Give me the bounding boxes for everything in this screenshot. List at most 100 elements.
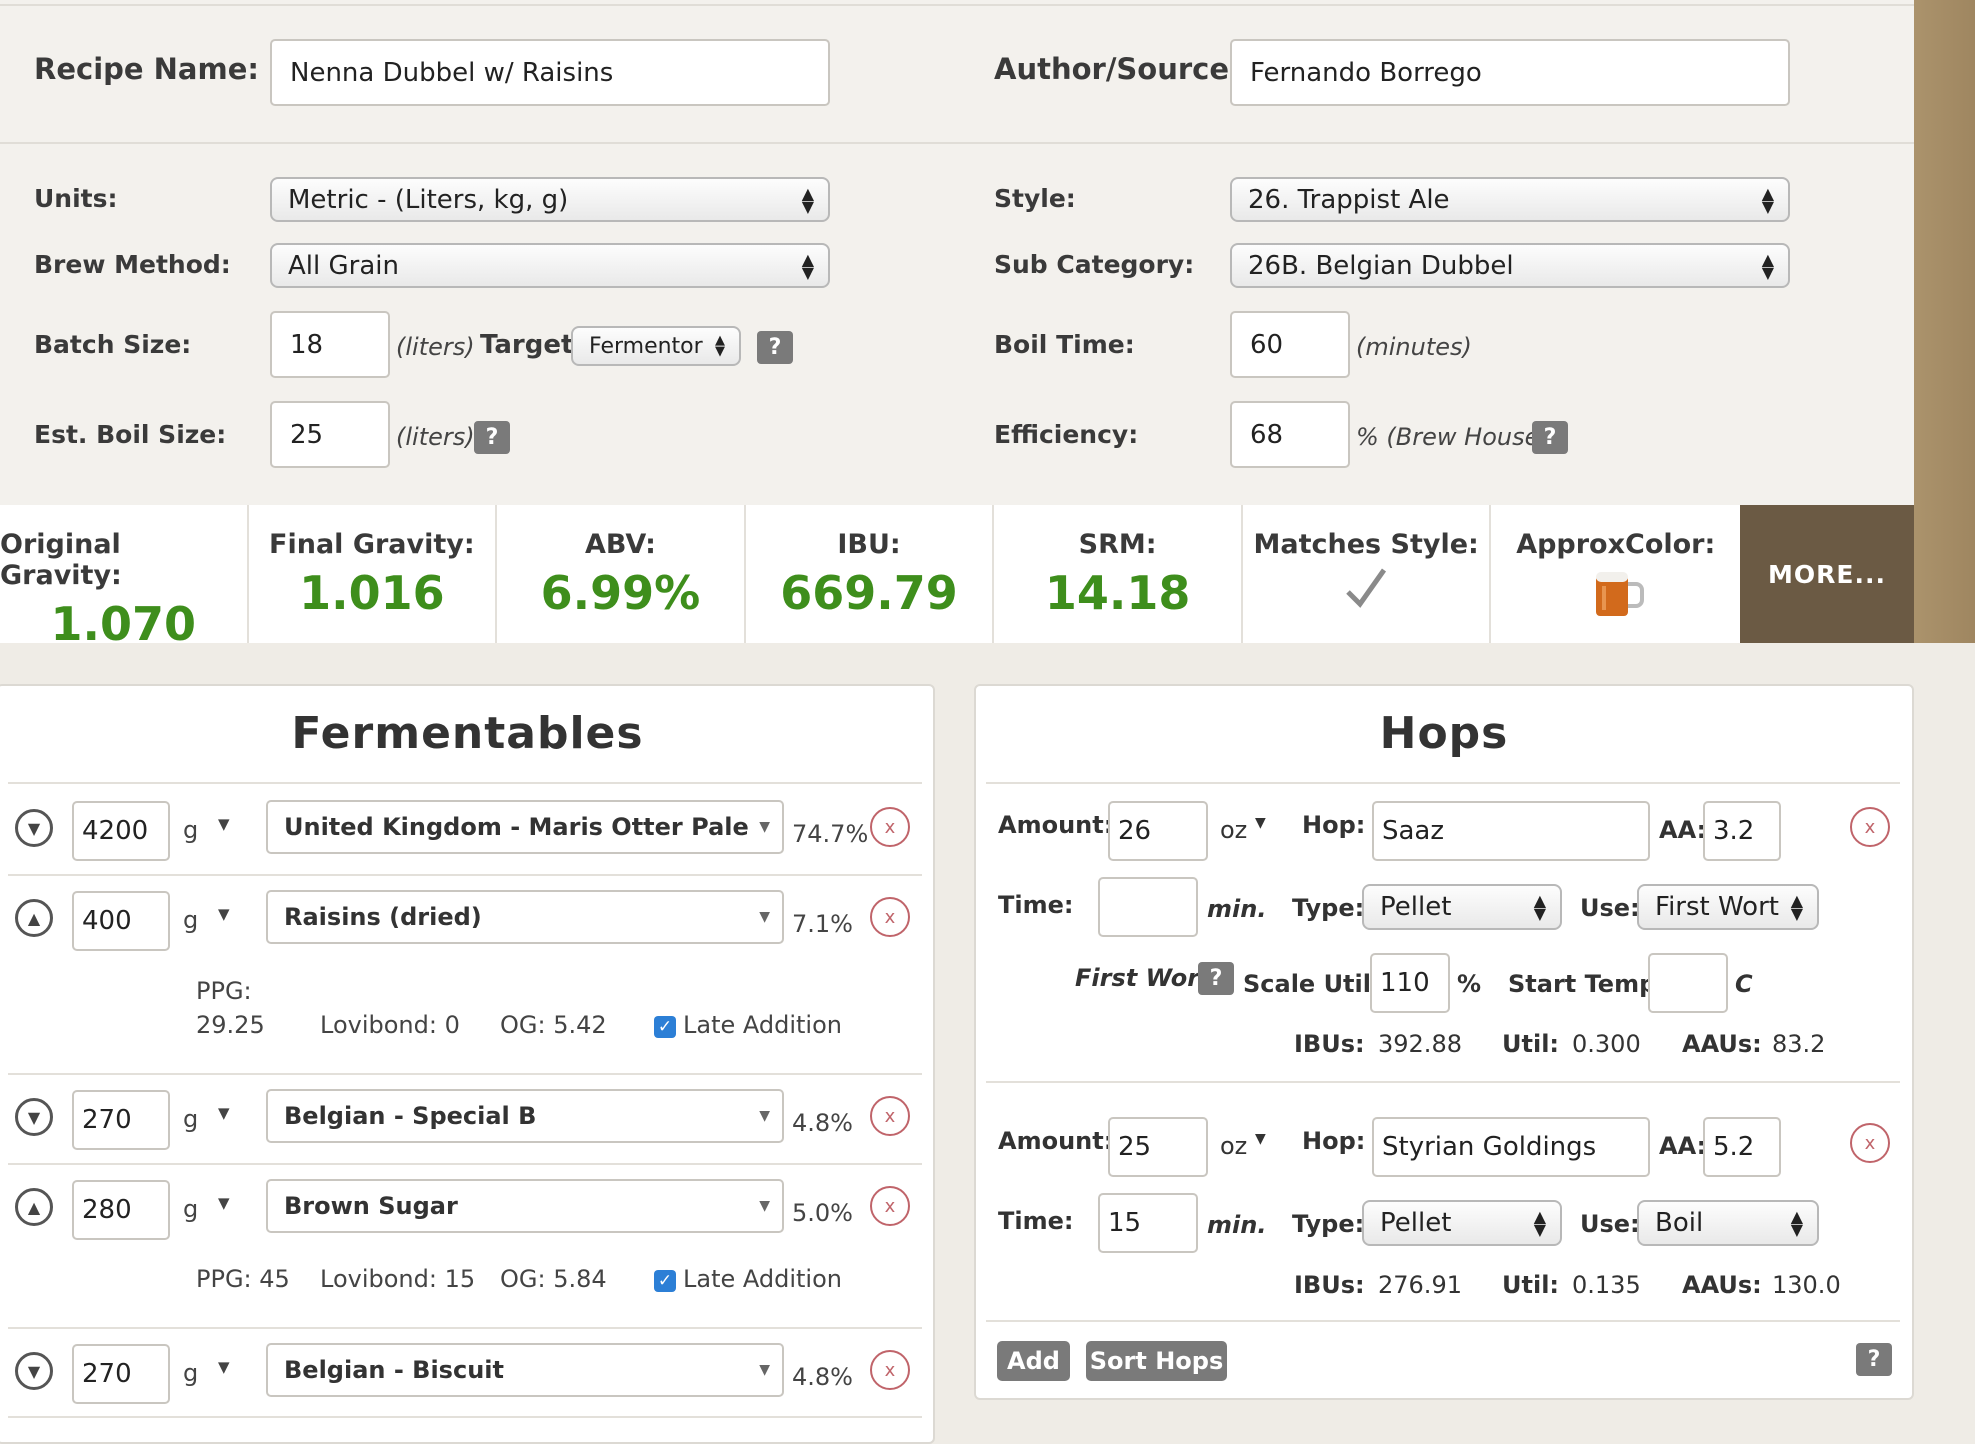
- stat-label: SRM:: [1078, 529, 1157, 560]
- hop-amount-label: Amount:: [998, 1127, 1114, 1155]
- unit-dropdown-icon[interactable]: ▼: [218, 1104, 230, 1122]
- unit-dropdown-icon[interactable]: ▼: [1255, 815, 1266, 831]
- boil-time-label: Boil Time:: [994, 330, 1135, 359]
- hop-time-unit: min.: [1207, 1211, 1267, 1239]
- unit-dropdown-icon[interactable]: ▼: [218, 1194, 230, 1212]
- hop-use-select[interactable]: First Wort ▲ ▼: [1637, 884, 1819, 930]
- stat-label: ABV:: [585, 529, 656, 560]
- divider: [0, 4, 1914, 6]
- fermentable-amount-input[interactable]: 4200: [72, 801, 170, 861]
- ibus-label: IBUs:: [1294, 1030, 1365, 1058]
- unit-dropdown-icon[interactable]: ▼: [218, 905, 230, 923]
- sub-category-select[interactable]: 26B. Belgian Dubbel ▲ ▼: [1230, 243, 1790, 288]
- add-hop-button[interactable]: Add: [997, 1341, 1070, 1381]
- remove-hop-button[interactable]: x: [1850, 807, 1890, 847]
- stat-label: IBU:: [837, 529, 901, 560]
- remove-fermentable-button[interactable]: x: [870, 1096, 910, 1136]
- target-select[interactable]: Fermentor ▲ ▼: [571, 326, 741, 366]
- style-select[interactable]: 26. Trappist Ale ▲ ▼: [1230, 177, 1790, 222]
- stat-label: Final Gravity:: [269, 529, 475, 560]
- hop-aa-input[interactable]: 3.2: [1703, 801, 1781, 861]
- efficiency-help-button[interactable]: ?: [1532, 421, 1568, 454]
- hop-time-label: Time:: [998, 1207, 1074, 1235]
- brew-method-label: Brew Method:: [34, 250, 231, 279]
- util-value: 0.300: [1572, 1030, 1641, 1058]
- hop-amount-input[interactable]: 25: [1108, 1117, 1208, 1177]
- hop-use-select[interactable]: Boil ▲ ▼: [1637, 1200, 1819, 1246]
- remove-fermentable-button[interactable]: x: [870, 1350, 910, 1390]
- ibus-value: 392.88: [1378, 1030, 1462, 1058]
- boil-size-help-button[interactable]: ?: [474, 421, 510, 454]
- divider: [8, 782, 922, 784]
- fermentable-amount-input[interactable]: 400: [72, 891, 170, 951]
- hop-aa-input[interactable]: 5.2: [1703, 1117, 1781, 1177]
- remove-fermentable-button[interactable]: x: [870, 1186, 910, 1226]
- start-temp-input[interactable]: [1648, 953, 1728, 1013]
- fermentable-select[interactable]: Belgian - Special B ▼: [266, 1089, 784, 1143]
- fermentable-amount-input[interactable]: 270: [72, 1090, 170, 1150]
- hop-time-input[interactable]: 15: [1098, 1193, 1198, 1253]
- stat-final-gravity: Final Gravity: 1.016: [249, 505, 498, 643]
- remove-fermentable-button[interactable]: x: [870, 807, 910, 847]
- stat-original-gravity: Original Gravity: 1.070: [0, 505, 249, 651]
- hop-type-select[interactable]: Pellet ▲ ▼: [1362, 884, 1562, 930]
- efficiency-input[interactable]: 68: [1230, 401, 1350, 468]
- first-wort-help-button[interactable]: ?: [1198, 962, 1234, 995]
- move-down-icon[interactable]: ▼: [15, 809, 53, 847]
- hop-time-input[interactable]: [1098, 877, 1198, 937]
- unit-label: g: [183, 906, 199, 934]
- select-arrows-icon: ▲ ▼: [1761, 183, 1774, 216]
- boil-size-label: Est. Boil Size:: [34, 420, 227, 449]
- fermentable-select[interactable]: Belgian - Biscuit ▼: [266, 1343, 784, 1397]
- dropdown-arrow-icon: ▼: [759, 909, 770, 925]
- remove-hop-button[interactable]: x: [1850, 1123, 1890, 1163]
- scale-util-input[interactable]: 110: [1370, 953, 1450, 1013]
- move-up-icon[interactable]: ▲: [15, 1188, 53, 1226]
- unit-dropdown-icon[interactable]: ▼: [1255, 1131, 1266, 1147]
- divider: [0, 142, 1914, 144]
- unit-dropdown-icon[interactable]: ▼: [218, 815, 230, 833]
- batch-size-label: Batch Size:: [34, 330, 192, 359]
- hop-name-input[interactable]: Saaz: [1372, 801, 1650, 861]
- scale-util-label: Scale Util.:: [1243, 970, 1390, 998]
- late-addition-checkbox[interactable]: ✓: [654, 1270, 676, 1292]
- remove-fermentable-button[interactable]: x: [870, 897, 910, 937]
- move-down-icon[interactable]: ▼: [15, 1352, 53, 1390]
- stat-abv: ABV: 6.99%: [497, 505, 746, 643]
- hop-name-input[interactable]: Styrian Goldings: [1372, 1117, 1650, 1177]
- hop-aa-label: AA:: [1659, 1132, 1707, 1160]
- scale-util-percent: %: [1457, 970, 1482, 998]
- units-select[interactable]: Metric - (Liters, kg, g) ▲ ▼: [270, 177, 830, 222]
- units-value: Metric - (Liters, kg, g): [288, 184, 569, 215]
- move-up-icon[interactable]: ▲: [15, 899, 53, 937]
- late-addition-checkbox[interactable]: ✓: [654, 1016, 676, 1038]
- target-help-button[interactable]: ?: [757, 331, 793, 364]
- fermentable-select[interactable]: United Kingdom - Maris Otter Pale ▼: [266, 800, 784, 854]
- more-stats-button[interactable]: MORE...: [1740, 505, 1914, 643]
- fermentable-select[interactable]: Raisins (dried) ▼: [266, 890, 784, 944]
- sort-hops-button[interactable]: Sort Hops: [1086, 1341, 1227, 1381]
- hop-amount-label: Amount:: [998, 811, 1114, 839]
- boil-time-input[interactable]: 60: [1230, 311, 1350, 378]
- hop-type-select[interactable]: Pellet ▲ ▼: [1362, 1200, 1562, 1246]
- hop-time-unit: min.: [1207, 895, 1267, 923]
- fermentable-select[interactable]: Brown Sugar ▼: [266, 1179, 784, 1233]
- fermentable-amount-input[interactable]: 270: [72, 1344, 170, 1404]
- hop-amount-input[interactable]: 26: [1108, 801, 1208, 861]
- boil-size-input[interactable]: 25: [270, 401, 390, 468]
- hops-help-button[interactable]: ?: [1856, 1343, 1892, 1376]
- author-input[interactable]: Fernando Borrego: [1230, 39, 1790, 106]
- divider: [8, 1163, 922, 1165]
- divider: [8, 1416, 922, 1418]
- unit-dropdown-icon[interactable]: ▼: [218, 1358, 230, 1376]
- recipe-name-input[interactable]: Nenna Dubbel w/ Raisins: [270, 39, 830, 106]
- batch-size-input[interactable]: 18: [270, 311, 390, 378]
- brew-method-select[interactable]: All Grain ▲ ▼: [270, 243, 830, 288]
- hop-use-label: Use:: [1580, 1210, 1640, 1238]
- start-temp-unit: C: [1735, 970, 1753, 998]
- move-down-icon[interactable]: ▼: [15, 1098, 53, 1136]
- hop-use-value: First Wort: [1655, 892, 1779, 922]
- fermentable-percent: 4.8%: [792, 1109, 853, 1137]
- efficiency-label: Efficiency:: [994, 420, 1139, 449]
- fermentable-amount-input[interactable]: 280: [72, 1180, 170, 1240]
